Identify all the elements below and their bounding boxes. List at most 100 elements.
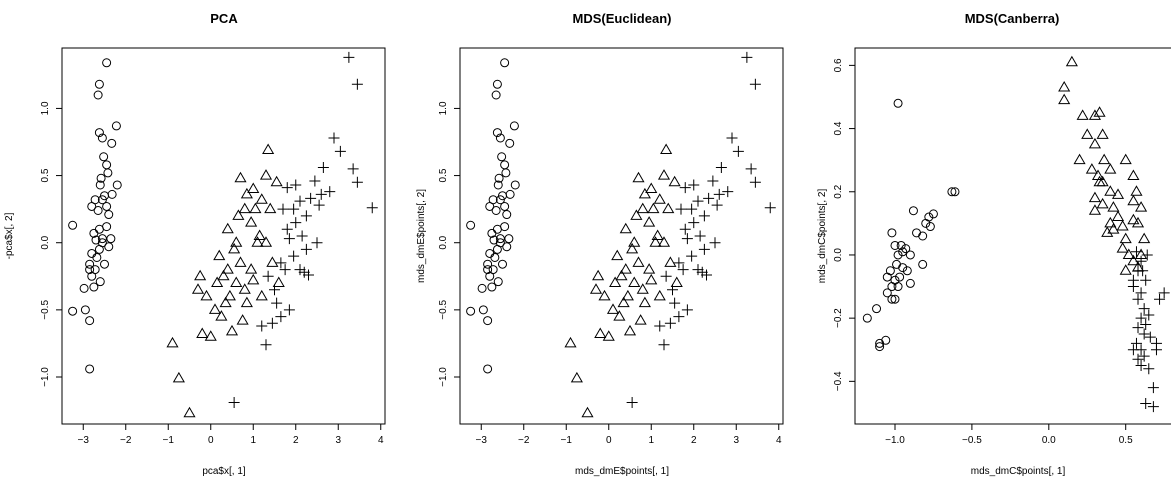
circle-point <box>93 205 103 215</box>
x-axis-label: mds_dmE$points[, 1] <box>575 466 669 477</box>
triangle-point <box>643 263 656 274</box>
triangle-point <box>238 283 251 294</box>
plus-point <box>626 397 638 409</box>
triangle-point <box>215 310 228 321</box>
triangle-point <box>1119 232 1132 244</box>
plus-point <box>315 188 327 200</box>
plus-point <box>722 186 734 198</box>
plus-point <box>1135 360 1147 372</box>
plus-point <box>732 145 744 157</box>
circle-point <box>96 173 106 183</box>
triangle-point <box>272 276 285 287</box>
x-tick-label: 2 <box>691 435 697 446</box>
circle-point <box>102 160 112 170</box>
circle-point <box>477 283 487 293</box>
circle-point <box>107 189 117 199</box>
circle-point <box>908 206 918 216</box>
y-tick-label: −0.5 <box>438 300 449 320</box>
circle-point <box>918 259 928 269</box>
plus-point <box>715 162 727 174</box>
plus-point <box>686 203 698 215</box>
triangle-point <box>619 263 632 274</box>
plus-point <box>1130 246 1142 258</box>
plus-point <box>1143 309 1155 321</box>
plus-point <box>1147 382 1159 394</box>
plus-point <box>673 257 685 269</box>
plus-point <box>294 264 306 276</box>
circle-point <box>912 228 922 238</box>
plus-point <box>726 132 738 144</box>
triangle-point <box>228 242 241 254</box>
triangle-point <box>594 327 607 339</box>
triangle-point <box>638 296 651 308</box>
triangle-point <box>1058 93 1071 105</box>
triangle-point <box>619 222 632 234</box>
circle-point <box>882 272 892 282</box>
plus-point <box>1138 303 1150 315</box>
triangle-point <box>1065 55 1078 67</box>
plus-point <box>664 317 676 329</box>
triangle-point <box>1130 185 1143 196</box>
circle-point <box>79 283 89 293</box>
triangle-point <box>638 187 651 199</box>
plus-point <box>298 266 310 278</box>
triangle-point <box>238 202 251 214</box>
triangle-point <box>602 330 615 341</box>
triangle-point <box>255 193 268 204</box>
triangle-point <box>1088 204 1102 215</box>
plus-point <box>296 230 308 242</box>
circle-point <box>924 212 934 222</box>
plus-point <box>1140 274 1152 286</box>
circle-point <box>68 220 78 230</box>
triangle-point <box>1131 216 1145 228</box>
circle-point <box>97 133 107 143</box>
triangle-point <box>262 143 275 155</box>
plus-point <box>698 210 710 222</box>
plus-point <box>711 199 723 211</box>
triangle-point <box>1096 128 1109 139</box>
circle-point <box>102 201 112 211</box>
circle-point <box>902 266 912 276</box>
circle-point <box>892 259 902 269</box>
plus-point <box>311 237 323 249</box>
circle-point <box>492 79 502 89</box>
triangle-point <box>183 406 196 418</box>
triangle-point <box>1122 248 1135 259</box>
triangle-point <box>664 256 677 267</box>
data-points <box>862 55 1170 413</box>
circle-point <box>87 248 97 258</box>
triangle-point <box>232 209 245 220</box>
plus-point <box>677 264 689 276</box>
circle-point <box>91 235 101 245</box>
x-tick-label: 0.5 <box>1119 435 1133 446</box>
plus-point <box>281 223 293 235</box>
circle-point <box>887 294 897 304</box>
triangle-point <box>1093 175 1106 187</box>
y-tick-label: 0.4 <box>833 121 844 135</box>
circle-point <box>483 316 493 326</box>
plus-point <box>305 192 317 204</box>
plus-point <box>1132 293 1144 305</box>
plus-point <box>1135 255 1147 267</box>
triangle-point <box>647 202 660 214</box>
x-tick-label: 0 <box>606 435 612 446</box>
triangle-point <box>208 303 222 314</box>
plus-point <box>271 297 283 309</box>
triangle-point <box>219 296 232 308</box>
triangle-point <box>223 289 236 301</box>
triangle-point <box>266 256 279 267</box>
triangle-point <box>623 324 637 336</box>
circle-point <box>862 313 872 323</box>
triangle-point <box>630 209 643 220</box>
x-tick-label: 0.0 <box>1042 435 1056 446</box>
plus-point <box>300 243 312 255</box>
x-tick-label: −1.0 <box>885 435 905 446</box>
y-tick-label: −0.2 <box>833 308 844 328</box>
triangle-point <box>670 276 683 287</box>
triangle-point <box>1107 201 1120 212</box>
chart-title: PCA <box>210 11 238 26</box>
plus-point <box>1132 322 1144 334</box>
triangle-point <box>621 289 634 301</box>
triangle-point <box>1138 232 1151 244</box>
triangle-point <box>194 269 207 281</box>
